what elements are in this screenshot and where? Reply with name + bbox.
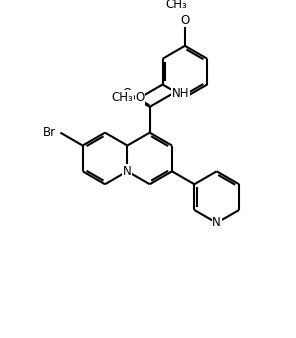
Text: N: N (123, 165, 132, 178)
Text: O: O (136, 91, 145, 104)
Text: N: N (212, 216, 221, 230)
Text: NH: NH (172, 88, 189, 100)
Text: Br: Br (42, 126, 56, 139)
Text: O: O (180, 14, 189, 27)
Text: CH₃: CH₃ (165, 0, 187, 11)
Text: CH₃: CH₃ (111, 91, 133, 104)
Text: O: O (123, 88, 132, 100)
